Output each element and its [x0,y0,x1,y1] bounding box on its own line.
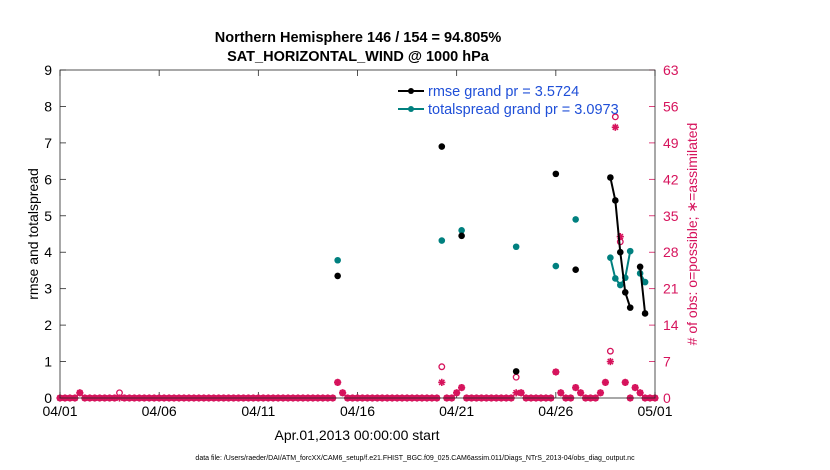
x-tick-label: 05/01 [637,403,672,419]
rmse-point [612,197,619,204]
possible-obs-point [606,347,614,355]
assimilated-obs-point [611,123,619,131]
y-left-tick-label: 3 [44,281,52,297]
spread-point [641,278,649,286]
plot-frame [59,69,656,399]
spread-point [612,275,619,282]
rmse-point [552,170,560,178]
y-left-tick-label: 6 [44,171,52,187]
rmse-point [572,266,579,274]
y-right-axis-label: # of obs: o=possible; ∗=assimilated [684,123,700,346]
assimilated-obs-point [339,389,347,397]
y-right-tick-label: 35 [663,208,679,224]
x-axis-ticks: 04/01 04/06 04/11 04/16 04/21 04/26 05/01 [42,70,673,419]
assimilated-obs-point [621,378,629,386]
assimilated-obs-point [458,383,466,392]
spread-point [438,237,446,244]
y-right-tick-label: 0 [663,390,671,406]
spread-point [626,247,634,255]
spread-point [552,262,560,270]
x-tick-label: 04/06 [142,403,177,419]
rmse-point [607,174,614,181]
chart-title: Northern Hemisphere 146 / 154 = 94.805% [215,30,502,46]
legend-rmse-marker [408,88,414,94]
y-left-axis-label: rmse and totalspread [25,168,41,300]
legend-rmse-label: rmse grand pr = 3.5724 [428,84,579,100]
possible-obs-point [438,363,446,371]
assimilated-obs-point [552,368,560,376]
y-left-axis-ticks: 0 1 2 3 4 5 6 7 8 9 [44,62,66,406]
y-right-axis-ticks: 0 7 14 21 28 35 42 49 56 63 [649,62,679,406]
assimilated-obs-point [577,389,585,397]
assimilated-obs-point [596,389,605,397]
y-left-tick-label: 2 [44,317,52,333]
y-right-tick-label: 49 [663,135,679,151]
assimilated-obs-point [572,383,580,392]
assimilated-obs-point [636,389,644,397]
chart-subtitle: SAT_HORIZONTAL_WIND @ 1000 hPa [227,49,490,65]
rmse-point [458,232,465,240]
assimilated-obs-point [438,378,446,386]
spread-point [334,256,341,264]
assimilated-obs-point [601,378,610,386]
legend-spread-label: totalspread grand pr = 3.0973 [428,102,619,118]
y-left-tick-label: 1 [44,354,52,370]
spread-point [616,281,624,289]
y-right-tick-label: 21 [663,281,679,297]
y-right-tick-label: 63 [663,62,679,78]
assimilated-obs-point [606,357,614,366]
rmse-point [616,248,624,256]
assimilated-obs-point [631,383,639,392]
x-tick-label: 04/11 [241,403,275,419]
y-left-tick-label: 7 [44,135,52,151]
x-tick-label: 04/16 [340,403,375,419]
rmse-series-line [639,266,647,314]
y-left-tick-label: 5 [44,208,52,224]
rmse-point [636,263,644,271]
y-left-tick-label: 8 [44,98,52,114]
y-right-tick-label: 14 [663,317,679,333]
spread-point [512,243,520,251]
assimilated-obs-point [76,389,84,397]
x-tick-label: 04/01 [42,403,77,419]
data-file-footnote: data file: /Users/raeder/DAI/ATM_forcXX/… [195,455,635,462]
y-right-tick-label: 7 [663,354,671,370]
spread-point [607,254,614,261]
x-axis-label: Apr.01,2013 00:00:00 start [274,427,439,443]
assimilated-obs-point [557,389,565,397]
assimilated-obs-point [453,389,461,397]
x-tick-label: 04/26 [538,403,573,419]
rmse-point [512,368,520,375]
spread-point [572,216,579,223]
possible-obs-point [611,113,619,121]
rmse-point [438,143,446,150]
plot-area [60,70,655,398]
rmse-point [641,310,649,317]
rmse-point [334,272,341,280]
legend-box [393,82,605,120]
legend: rmse grand pr = 3.5724 totalspread grand… [393,82,619,120]
assimilated-obs-point [334,378,342,386]
rmse-point [621,289,629,296]
y-left-tick-label: 4 [44,244,52,260]
assimilated-obs-point [517,389,525,397]
x-tick-label: 04/21 [439,403,474,419]
y-right-tick-label: 42 [663,171,679,187]
y-left-tick-label: 0 [44,390,52,406]
line-layer [334,143,649,375]
y-right-tick-label: 28 [663,244,679,260]
y-left-tick-label: 9 [44,62,52,78]
rmse-point [626,304,634,311]
spread-point [458,227,465,234]
legend-spread-marker [408,106,414,112]
y-right-tick-label: 56 [663,98,679,114]
